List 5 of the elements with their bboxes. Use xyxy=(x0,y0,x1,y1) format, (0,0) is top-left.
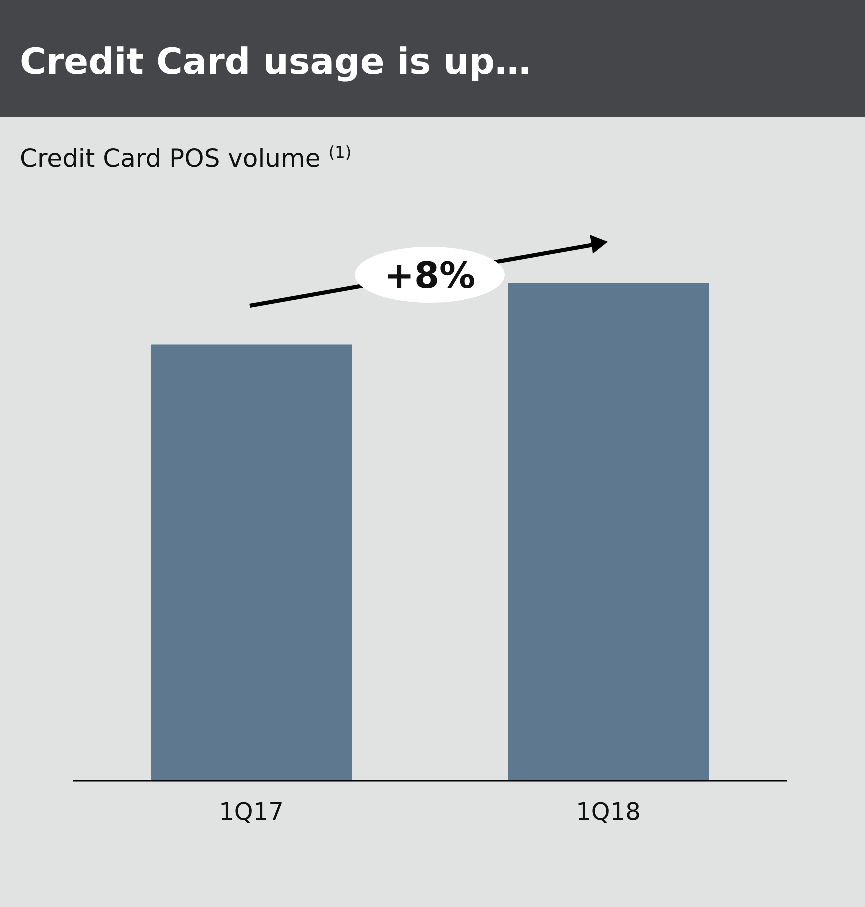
annotation: +8% xyxy=(384,256,476,297)
chart-subtitle: Credit Card POS volume $^{(1)}$ xyxy=(20,142,352,173)
chart-title: Credit Card usage is up… xyxy=(20,42,531,83)
x-tick-label: 1Q18 xyxy=(576,798,641,826)
x-tick-label: 1Q17 xyxy=(219,798,284,826)
